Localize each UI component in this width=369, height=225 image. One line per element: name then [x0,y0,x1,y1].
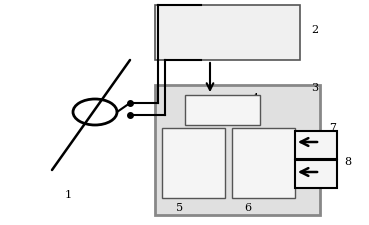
Bar [232,128,295,198]
Text: 7: 7 [330,123,337,133]
Bar [295,160,337,188]
Bar [155,85,320,215]
Bar [295,131,337,159]
Text: 4: 4 [251,93,259,103]
Bar [155,5,300,60]
Text: 2: 2 [311,25,318,35]
Text: 5: 5 [176,203,183,213]
Text: 8: 8 [344,157,352,167]
Text: 1: 1 [65,190,72,200]
Bar [162,128,225,198]
Text: 6: 6 [244,203,252,213]
Bar [185,95,260,125]
Text: 3: 3 [311,83,318,93]
